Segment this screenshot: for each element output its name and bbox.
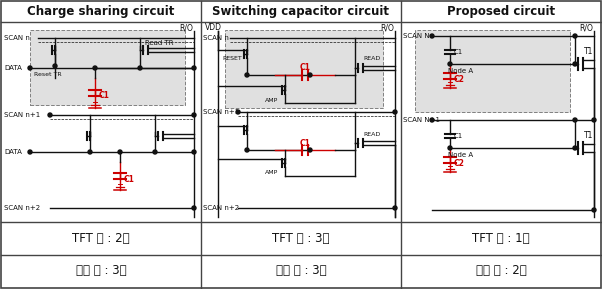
- Text: Read TR: Read TR: [145, 40, 173, 46]
- Text: SCAN n+1: SCAN n+1: [4, 112, 40, 118]
- Text: SCAN n: SCAN n: [4, 35, 30, 41]
- Text: SCAN N: SCAN N: [403, 33, 430, 39]
- Text: READ: READ: [363, 57, 380, 62]
- Text: TFT 수 : 1개: TFT 수 : 1개: [472, 231, 530, 244]
- Circle shape: [245, 148, 249, 152]
- Text: SCAN N+1: SCAN N+1: [403, 117, 440, 123]
- Circle shape: [448, 146, 452, 150]
- Bar: [415, 30, 570, 112]
- Circle shape: [573, 62, 577, 66]
- Text: 배선 수 : 3개: 배선 수 : 3개: [76, 264, 126, 277]
- Circle shape: [53, 64, 57, 68]
- Text: SCAN n+2: SCAN n+2: [4, 205, 40, 211]
- Text: DATA: DATA: [4, 149, 22, 155]
- Text: Proposed circuit: Proposed circuit: [447, 5, 555, 18]
- Circle shape: [430, 34, 434, 38]
- Circle shape: [88, 150, 92, 154]
- Circle shape: [245, 73, 249, 77]
- Bar: [225, 30, 383, 108]
- Text: 배선 수 : 2개: 배선 수 : 2개: [476, 264, 526, 277]
- Text: C1: C1: [300, 64, 311, 73]
- Circle shape: [308, 148, 312, 152]
- Circle shape: [308, 73, 312, 77]
- Circle shape: [573, 34, 577, 38]
- Text: C1: C1: [124, 175, 135, 184]
- Text: R/O: R/O: [380, 23, 394, 32]
- Circle shape: [592, 118, 596, 122]
- Text: Switching capacitor circuit: Switching capacitor circuit: [213, 5, 389, 18]
- Circle shape: [573, 146, 577, 150]
- Text: C1: C1: [454, 133, 464, 139]
- Circle shape: [138, 66, 142, 70]
- Circle shape: [192, 206, 196, 210]
- Circle shape: [448, 62, 452, 66]
- Text: R/O: R/O: [579, 23, 593, 32]
- Text: R/O: R/O: [179, 23, 193, 32]
- Text: T1: T1: [584, 47, 594, 57]
- Text: AMP: AMP: [265, 171, 278, 175]
- Circle shape: [573, 118, 577, 122]
- Text: C2: C2: [454, 75, 465, 84]
- Text: C2: C2: [454, 158, 465, 168]
- Text: T1: T1: [584, 131, 594, 140]
- Text: Node A: Node A: [448, 152, 473, 158]
- Circle shape: [430, 118, 434, 122]
- Text: C1: C1: [454, 49, 464, 55]
- Text: RESET: RESET: [222, 55, 242, 60]
- Circle shape: [236, 110, 240, 114]
- Circle shape: [93, 66, 97, 70]
- Bar: [30, 30, 185, 105]
- Circle shape: [192, 66, 196, 70]
- Text: SCAN n+2: SCAN n+2: [203, 205, 239, 211]
- Circle shape: [28, 150, 32, 154]
- Text: 배선 수 : 3개: 배선 수 : 3개: [276, 264, 326, 277]
- Text: TFT 수 : 2개: TFT 수 : 2개: [72, 231, 130, 244]
- Text: Charge sharing circuit: Charge sharing circuit: [27, 5, 175, 18]
- Circle shape: [393, 110, 397, 114]
- Text: VDD: VDD: [205, 23, 222, 32]
- Text: C1: C1: [99, 92, 110, 101]
- Circle shape: [48, 113, 52, 117]
- Text: Node A: Node A: [448, 68, 473, 74]
- Circle shape: [592, 208, 596, 212]
- Text: TFT 수 : 3개: TFT 수 : 3개: [272, 231, 330, 244]
- Text: SCAN n+1: SCAN n+1: [203, 109, 239, 115]
- Text: SCAN n: SCAN n: [203, 35, 229, 41]
- Text: DATA: DATA: [4, 65, 22, 71]
- Circle shape: [28, 66, 32, 70]
- Circle shape: [118, 150, 122, 154]
- Circle shape: [153, 150, 157, 154]
- Text: C1: C1: [300, 138, 311, 147]
- Circle shape: [393, 206, 397, 210]
- Circle shape: [192, 150, 196, 154]
- Circle shape: [192, 113, 196, 117]
- Text: Reset TR: Reset TR: [34, 71, 61, 77]
- Text: AMP: AMP: [265, 97, 278, 103]
- Text: READ: READ: [363, 131, 380, 136]
